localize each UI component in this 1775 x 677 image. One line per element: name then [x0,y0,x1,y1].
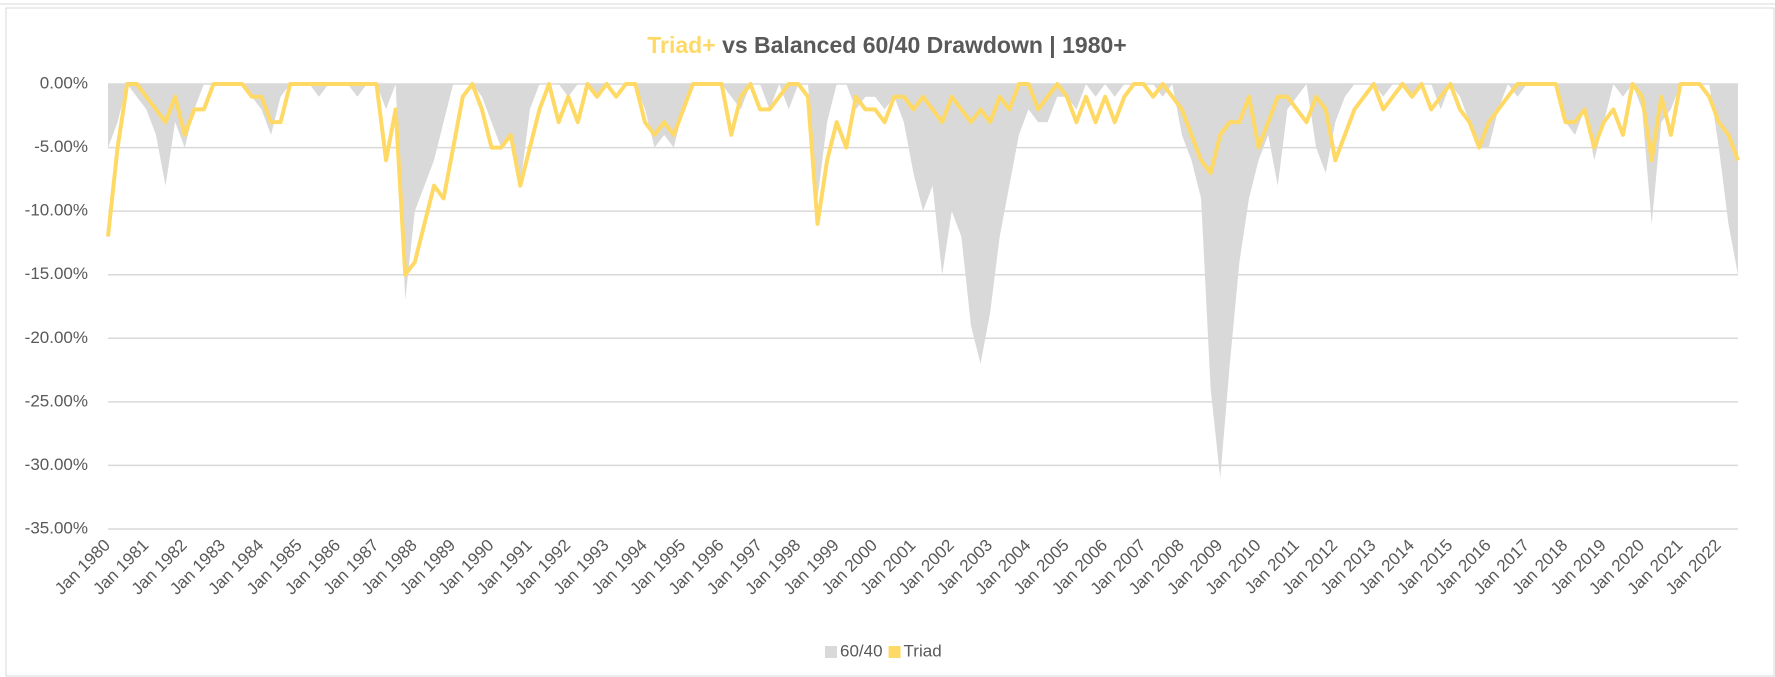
legend-swatch [888,646,901,658]
legend-label: 60/40 [840,641,883,660]
y-tick-label: -10.00% [25,201,88,220]
line-triad [106,82,1740,277]
y-tick-label: -25.00% [25,391,88,410]
y-tick-label: -15.00% [25,264,88,283]
y-tick-label: -35.00% [25,518,88,537]
legend-swatch [825,646,837,658]
y-tick-label: -5.00% [34,137,88,156]
y-tick-label: 0.00% [40,73,88,92]
chart-title: Triad+ vs Balanced 60/40 Drawdown | 1980… [647,32,1126,58]
title-text: vs Balanced 60/40 Drawdown | 1980+ [722,32,1127,58]
legend-label: Triad [904,641,942,660]
title-highlight: Triad+ [647,32,715,58]
y-tick-label: -20.00% [25,328,88,347]
y-tick-label: -30.00% [25,455,88,474]
